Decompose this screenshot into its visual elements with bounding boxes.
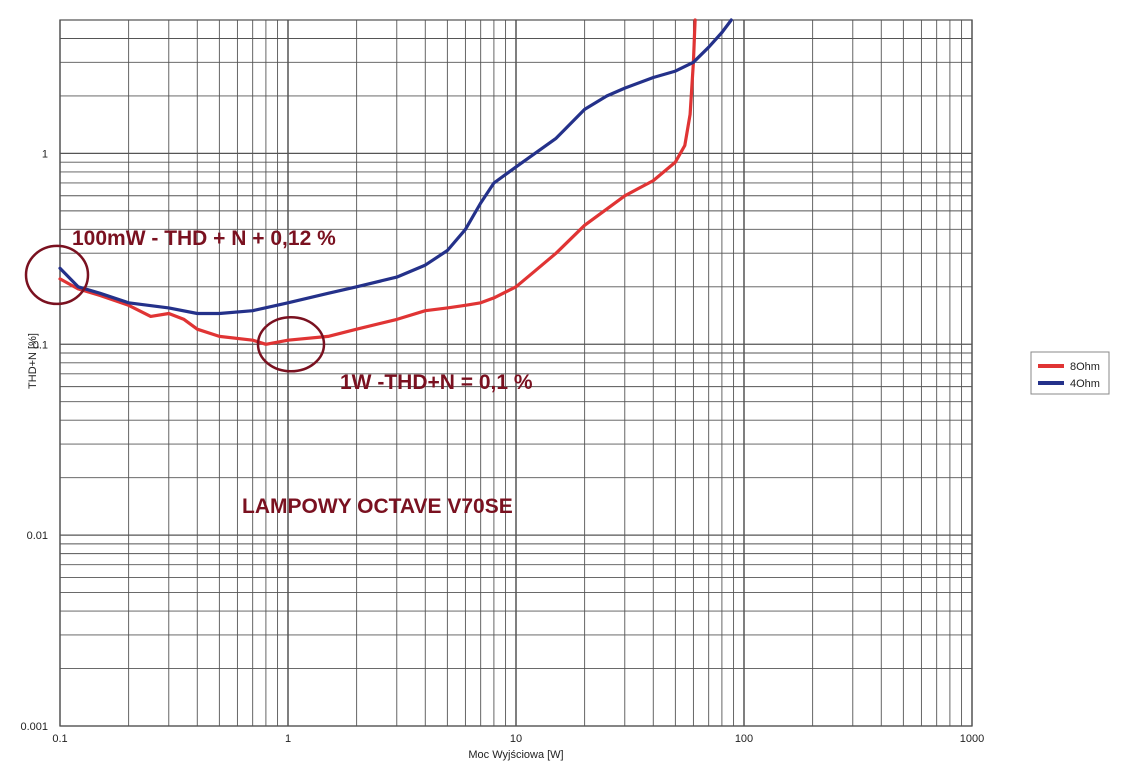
annotation-circles (24, 244, 326, 373)
annotation-1w: 1W -THD+N = 0,1 % (340, 371, 533, 394)
legend-label-4ohm: 4Ohm (1070, 378, 1100, 390)
series-lines (58, 18, 733, 346)
y-axis-label: THD+N [%] (27, 333, 39, 389)
y-tick-label: 0.1 (33, 339, 48, 351)
series-line-8ohm (58, 18, 697, 346)
annotations: 100mW - THD + N + 0,12 % 1W -THD+N = 0,1… (72, 227, 533, 518)
legend: 8Ohm 4Ohm (1030, 351, 1110, 395)
x-tick-label: 100 (735, 733, 753, 745)
grid (59, 19, 973, 727)
circle-marker-100mw (24, 244, 90, 306)
legend-label-8ohm: 8Ohm (1070, 361, 1100, 373)
x-tick-label: 0.1 (52, 733, 67, 745)
y-tick-label: 0.01 (27, 530, 48, 542)
y-tick-label: 1 (42, 148, 48, 160)
series-line-4ohm (58, 18, 733, 316)
y-tick-label: 0.001 (20, 721, 48, 733)
annotation-model: LAMPOWY OCTAVE V70SE (242, 495, 513, 518)
circle-marker-1w (256, 316, 326, 373)
x-axis-label: Moc Wyjściowa [W] (468, 749, 563, 761)
tick-labels: 0.1 1 10 100 1000 0.001 0.01 0.1 1 (20, 148, 984, 745)
x-tick-label: 1 (285, 733, 291, 745)
x-tick-label: 10 (510, 733, 522, 745)
annotation-100mw: 100mW - THD + N + 0,12 % (72, 227, 336, 250)
legend-box (1030, 351, 1110, 395)
x-tick-label: 1000 (960, 733, 984, 745)
